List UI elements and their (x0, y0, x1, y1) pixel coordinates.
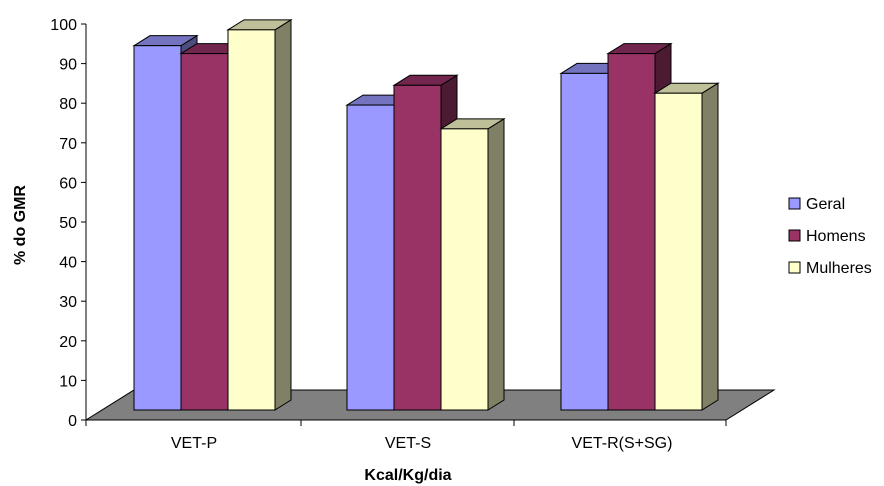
y-tick-label: 80 (59, 96, 77, 113)
bar-side (487, 117, 505, 411)
y-tick-label: 30 (59, 294, 77, 311)
bar-side (274, 18, 292, 411)
bar-front (180, 53, 229, 411)
bar-front (393, 84, 442, 411)
bar (439, 117, 506, 411)
bar-groups (132, 18, 720, 411)
legend: Geral Homens Mulheres (788, 196, 872, 277)
legend-item: Homens (788, 228, 866, 245)
legend-item: Mulheres (788, 260, 872, 277)
bar-front (560, 72, 609, 411)
bar-front (346, 104, 395, 411)
y-tick-label: 70 (59, 136, 77, 153)
legend-swatch (788, 229, 801, 242)
x-tick-label: VET-P (171, 435, 217, 452)
y-tick-label: 50 (59, 215, 77, 232)
bar-group (345, 74, 506, 411)
bar (653, 82, 720, 411)
bar-front (607, 53, 656, 411)
y-tick-label: 10 (59, 373, 77, 390)
legend-swatch (788, 261, 801, 274)
y-tick-label: 100 (50, 17, 77, 34)
y-tick-label: 0 (68, 413, 77, 430)
legend-item: Geral (788, 196, 845, 213)
y-tick-label: 20 (59, 334, 77, 351)
x-tick-label: VET-S (385, 435, 431, 452)
bar-front (654, 92, 703, 411)
bar-front (227, 29, 276, 411)
y-tick-label: 40 (59, 255, 77, 272)
y-tick-label: 60 (59, 175, 77, 192)
category-axis: VET-P VET-S VET-R(S+SG) (85, 419, 727, 452)
y-tick-label: 90 (59, 57, 77, 74)
bar-side (701, 82, 719, 411)
bar-group (559, 42, 720, 411)
x-axis-title: Kcal/Kg/dia (364, 467, 451, 484)
x-tick-label: VET-R(S+SG) (572, 435, 673, 452)
bar-front (133, 45, 182, 411)
bar-front (440, 128, 489, 411)
bar-group (132, 18, 293, 411)
legend-label: Mulheres (806, 260, 872, 277)
legend-label: Geral (806, 196, 845, 213)
legend-label: Homens (806, 228, 866, 245)
legend-swatch (788, 197, 801, 210)
value-axis: 0 10 20 30 40 50 60 70 80 90 100 (50, 17, 87, 430)
y-axis-title: % do GMR (12, 185, 29, 265)
bar (226, 18, 293, 411)
